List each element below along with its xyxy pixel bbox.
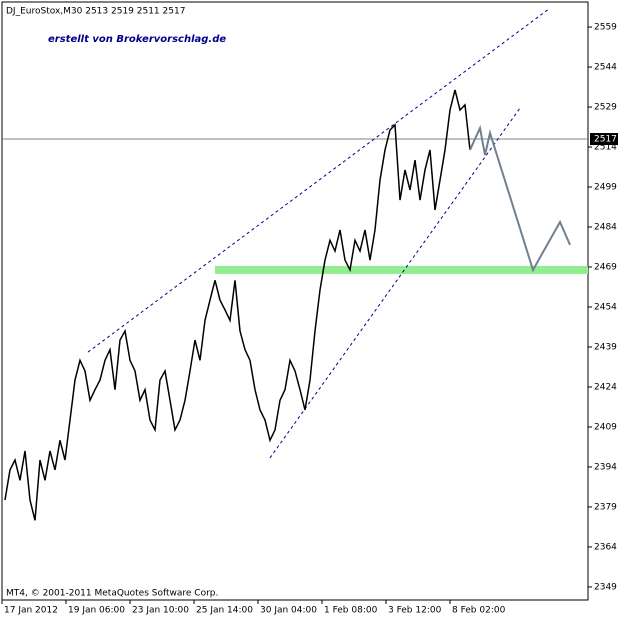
y-tick-label: 2529 bbox=[594, 103, 617, 113]
y-tick-label: 2559 bbox=[594, 23, 617, 33]
x-tick-label: 1 Feb 08:00 bbox=[324, 606, 378, 616]
x-tick-label: 30 Jan 04:00 bbox=[260, 606, 317, 616]
y-tick-label: 2544 bbox=[594, 63, 617, 73]
y-tick-label: 2469 bbox=[594, 263, 617, 273]
forecast-line bbox=[469, 124, 571, 273]
chart-title: DJ_EuroStox,M30 2513 2519 2511 2517 bbox=[6, 7, 185, 17]
y-tick-label: 2514 bbox=[594, 143, 617, 153]
plot-frame bbox=[1, 1, 589, 601]
y-tick-label: 2439 bbox=[594, 342, 617, 352]
y-tick-label: 2424 bbox=[594, 382, 617, 392]
x-tick-label: 23 Jan 10:00 bbox=[132, 606, 189, 616]
annotation: erstellt von Brokervorschlag.de bbox=[48, 34, 226, 45]
price-label: 2517 bbox=[594, 135, 617, 145]
y-tick-label: 2394 bbox=[594, 462, 617, 472]
price-series bbox=[4, 89, 471, 521]
y-tick-label: 2349 bbox=[594, 582, 617, 592]
x-tick-label: 3 Feb 12:00 bbox=[388, 606, 442, 616]
footer: MT4, © 2001-2011 MetaQuotes Software Cor… bbox=[6, 589, 218, 599]
x-tick-label: 17 Jan 2012 bbox=[4, 606, 58, 616]
price-label-box bbox=[590, 133, 618, 146]
y-tick-label: 2409 bbox=[594, 422, 617, 432]
y-tick-label: 2499 bbox=[594, 183, 617, 193]
x-tick-label: 25 Jan 14:00 bbox=[196, 606, 253, 616]
y-tick-label: 2364 bbox=[594, 542, 617, 552]
y-tick-label: 2379 bbox=[594, 502, 617, 512]
y-tick-label: 2484 bbox=[594, 223, 617, 233]
y-tick-label: 2454 bbox=[594, 302, 617, 312]
support-band bbox=[215, 265, 588, 274]
x-tick-label: 8 Feb 02:00 bbox=[452, 606, 506, 616]
x-tick-label: 19 Jan 06:00 bbox=[68, 606, 125, 616]
